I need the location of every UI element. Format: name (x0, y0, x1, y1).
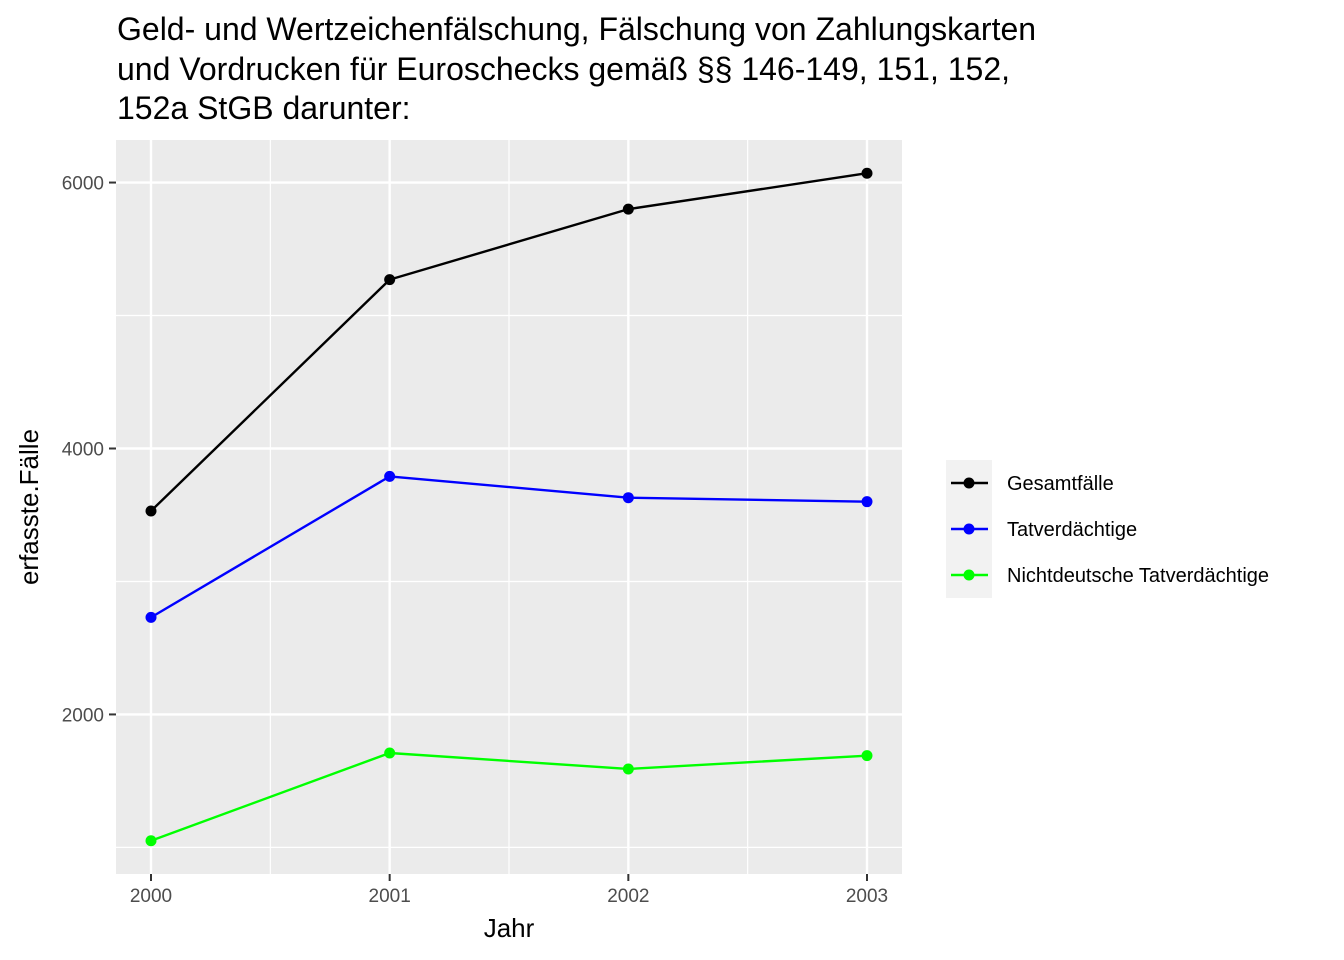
legend-label-nichtdeutsche-tatverdaechtige: Nichtdeutsche Tatverdächtige (1007, 565, 1269, 587)
y-tick-labels: 2000 4000 6000 (62, 174, 104, 727)
data-point-gesamtfaelle (861, 167, 873, 179)
series-line-nichtdeutsche-tatverdaechtige (150, 751, 868, 842)
data-point-gesamtfaelle (145, 505, 157, 517)
x-axis-title: Jahr (484, 913, 535, 943)
chart-title-line-3: 152a StGB darunter: (117, 90, 411, 126)
data-point-tatverdaechtige (145, 611, 157, 623)
data-point-nichtdeutsche-tatverdaechtige (622, 763, 634, 775)
data-point-tatverdaechtige (622, 492, 634, 504)
axes (109, 181, 868, 881)
series-nichtdeutsche-tatverdaechtige (145, 747, 873, 847)
data-point-gesamtfaelle (384, 274, 396, 286)
data-point-nichtdeutsche-tatverdaechtige (145, 835, 157, 847)
data-point-tatverdaechtige (384, 470, 396, 482)
chart-title: Geld- und Wertzeichenfälschung, Fälschun… (117, 11, 1036, 126)
chart-title-line-1: Geld- und Wertzeichenfälschung, Fälschun… (117, 11, 1036, 47)
x-tick-label: 2002 (607, 886, 649, 907)
series-tatverdaechtige (145, 470, 873, 623)
chart-title-line-2: und Vordrucken für Euroschecks gemäß §§ … (117, 51, 1010, 87)
x-tick-label: 2001 (369, 886, 411, 907)
legend-label-gesamtfaelle: Gesamtfälle (1007, 473, 1114, 495)
legend: Gesamtfälle Tatverdächtige Nichtdeutsche… (946, 460, 1269, 598)
y-tick-label: 6000 (62, 174, 104, 195)
y-axis-title: erfasste.Fälle (14, 429, 44, 585)
legend-key-point-nichtdeutsche-tatverdaechtige (963, 569, 975, 581)
data-point-nichtdeutsche-tatverdaechtige (861, 750, 873, 762)
series-gesamtfaelle (145, 167, 873, 517)
data-point-nichtdeutsche-tatverdaechtige (384, 747, 396, 759)
data-point-tatverdaechtige (861, 496, 873, 508)
data-series (145, 167, 873, 847)
legend-keys (951, 477, 988, 581)
series-line-tatverdaechtige (150, 475, 868, 619)
series-line-gesamtfaelle (150, 172, 868, 512)
x-tick-label: 2003 (846, 886, 888, 907)
y-tick-label: 4000 (62, 439, 104, 460)
x-tick-label: 2000 (130, 886, 172, 907)
y-tick-label: 2000 (62, 705, 104, 726)
legend-key-point-tatverdaechtige (963, 523, 975, 535)
x-tick-labels: 2000 2001 2002 2003 (130, 886, 888, 907)
legend-key-point-gesamtfaelle (963, 477, 975, 489)
legend-label-tatverdaechtige: Tatverdächtige (1007, 519, 1137, 541)
data-point-gesamtfaelle (622, 203, 634, 215)
